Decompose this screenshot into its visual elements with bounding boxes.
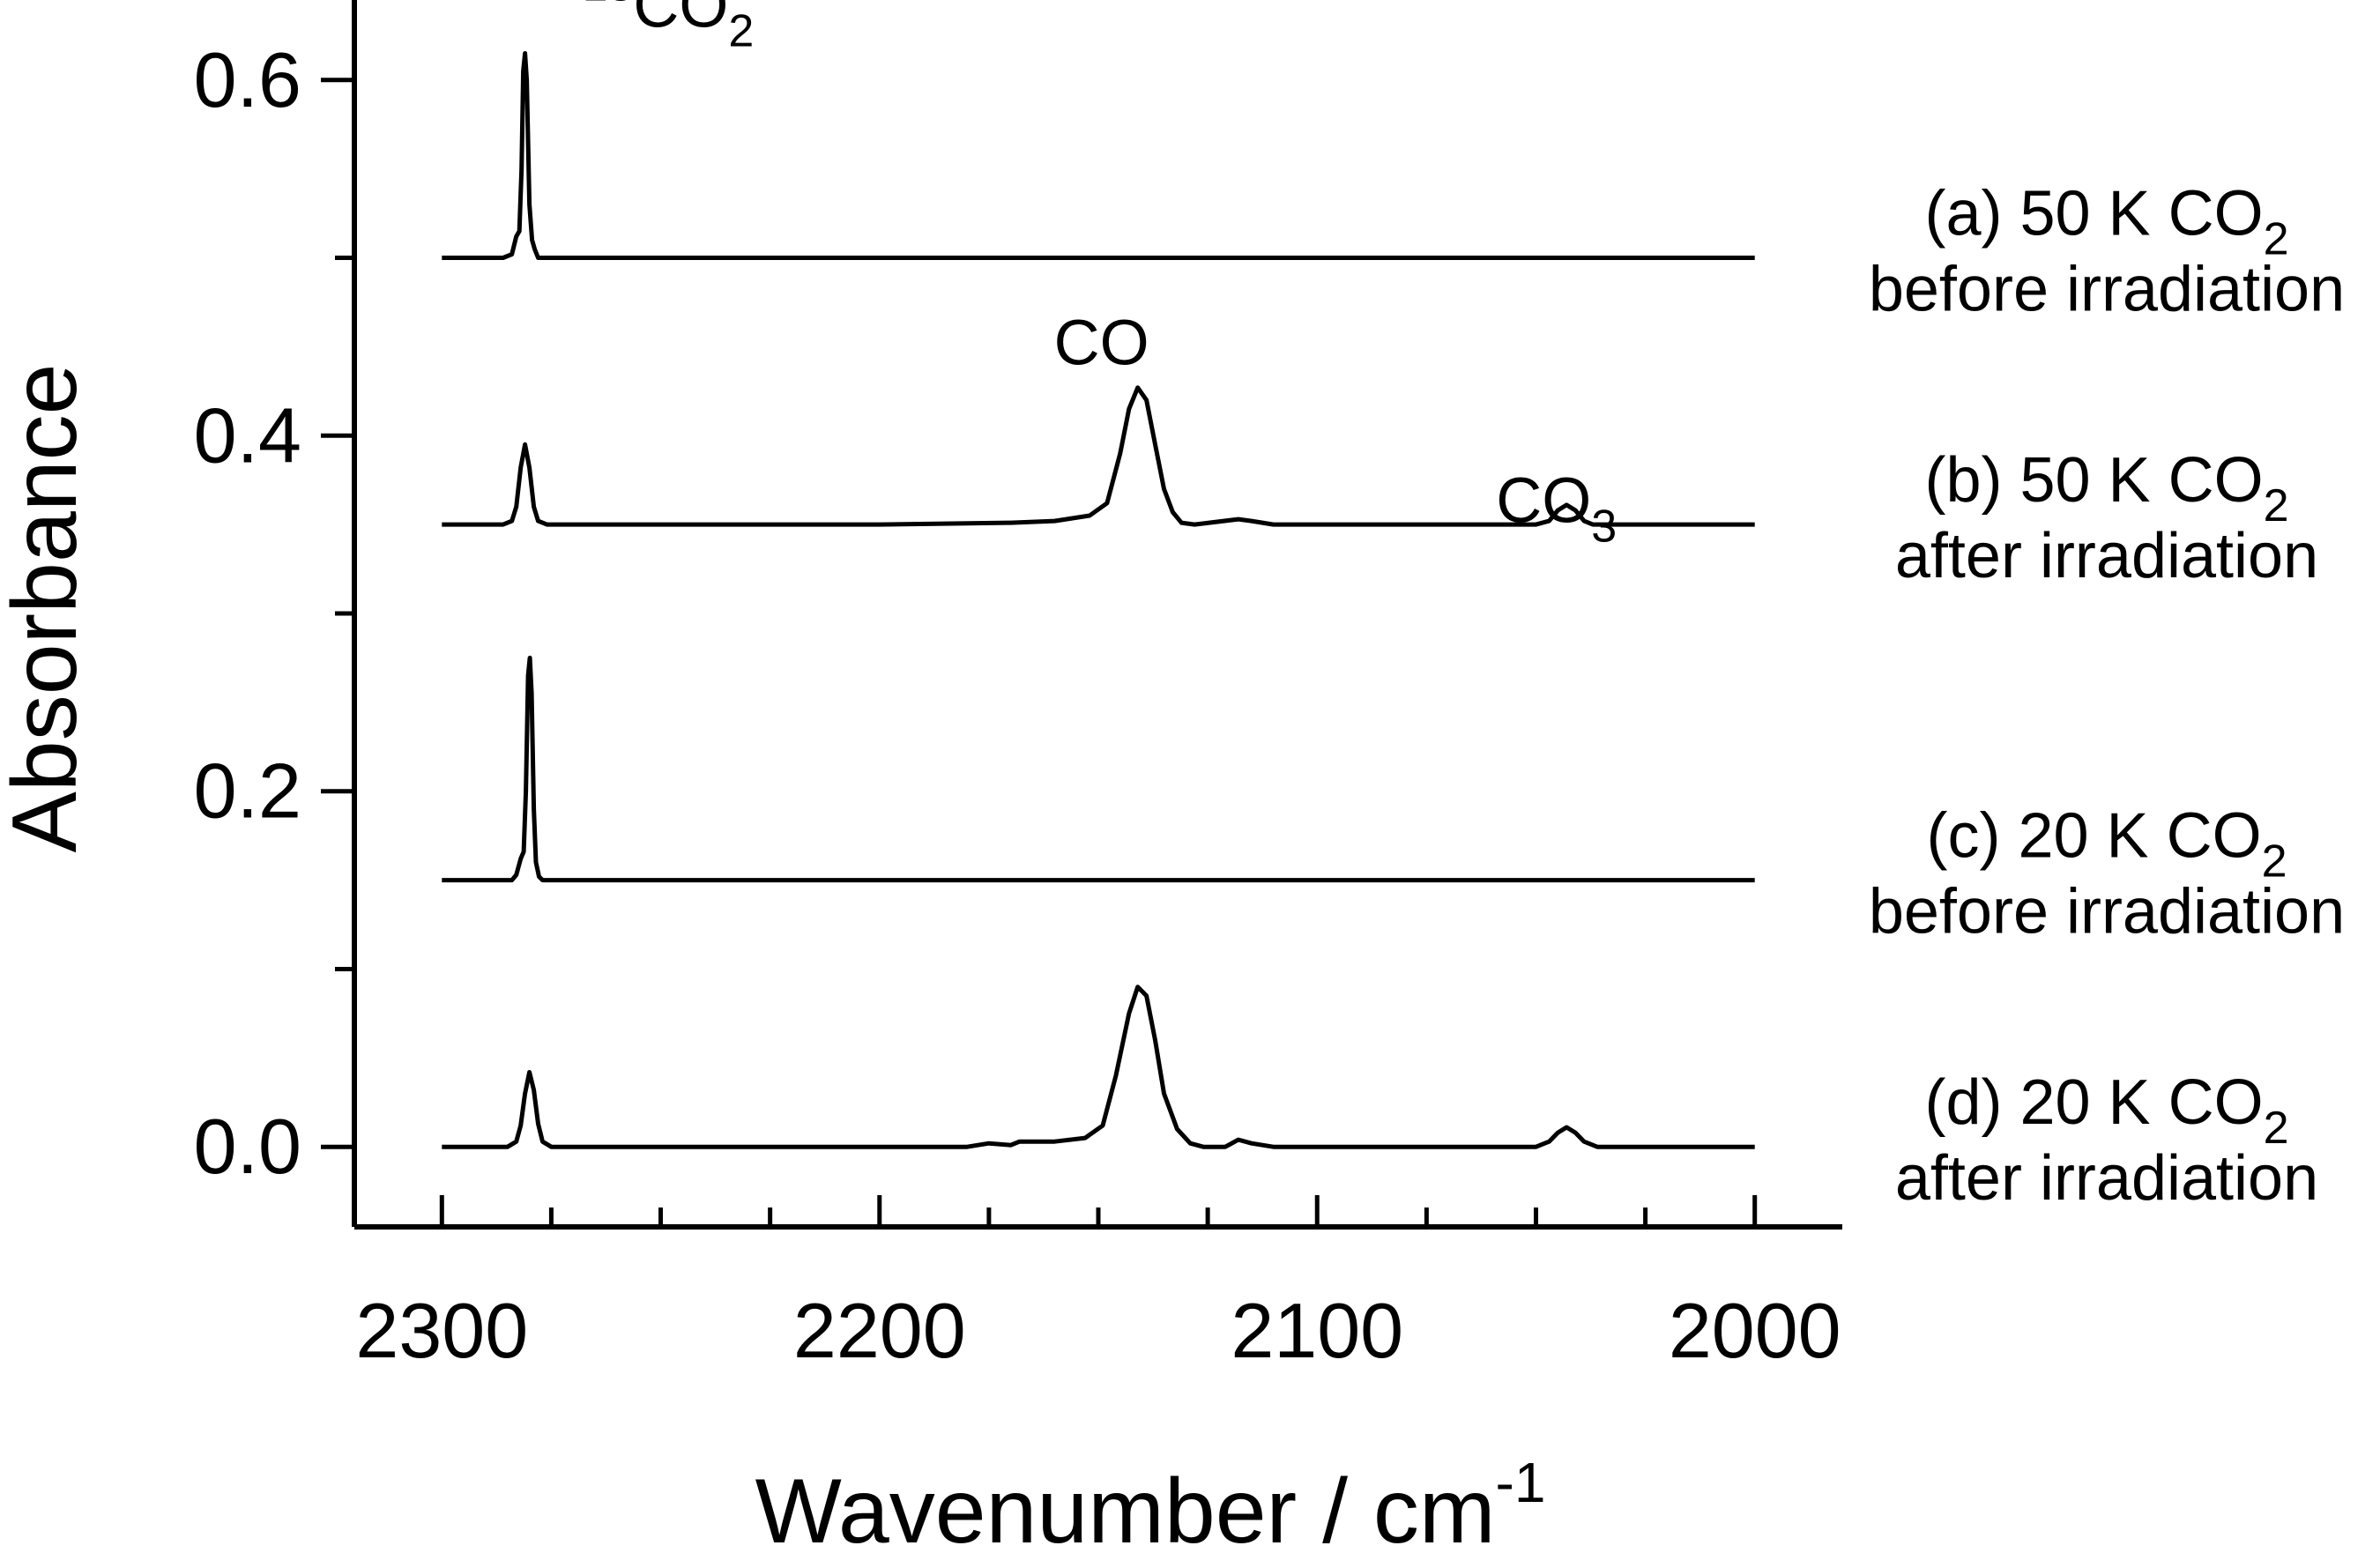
x-tick-label: 2300 (355, 1287, 528, 1374)
annotation-text: CO (1054, 308, 1149, 379)
series-label-b-line1: (b) 50 K CO2 (1924, 445, 2288, 531)
y-tick-label: 0.4 (194, 391, 301, 479)
series-label-text: (c) 20 K CO (1927, 801, 2262, 872)
x-axis-title: Wavenumber / cm-1 (755, 1451, 1546, 1553)
x-tick-label: 2100 (1231, 1287, 1403, 1374)
y-tick-label: 0.0 (194, 1103, 301, 1190)
y-tick-label: 0.2 (194, 747, 301, 835)
annotations: 13CO2COCO3 (583, 0, 1618, 552)
series-label-subscript: 2 (2264, 214, 2289, 265)
x-axis-title-text: Wavenumber / cm (755, 1460, 1496, 1553)
series-label-text: (d) 20 K CO (1924, 1067, 2263, 1138)
peak-annotation: CO (1054, 308, 1149, 379)
x-tick-label: 2200 (793, 1287, 966, 1374)
x-tick-label: 2000 (1669, 1287, 1841, 1374)
series-label-text: (b) 50 K CO (1924, 445, 2263, 516)
series-label-d-line1: (d) 20 K CO2 (1924, 1067, 2288, 1154)
series-label-d-line2: after irradiation (1895, 1143, 2318, 1214)
series-label-subscript: 2 (2264, 480, 2289, 531)
spectrum-line-a (442, 51, 1755, 260)
axes (352, 0, 1842, 1230)
annotation-subscript: 2 (728, 5, 754, 56)
series-label-b-line2: after irradiation (1895, 521, 2318, 591)
series-label-subscript: 2 (2264, 1103, 2289, 1154)
peak-annotation: 13CO2 (583, 0, 755, 56)
spectrum-line-d (442, 985, 1755, 1149)
spectrum-line-b (442, 385, 1755, 527)
annotation-text: CO (633, 0, 728, 41)
peak-annotation: CO3 (1496, 465, 1617, 552)
y-tick-label: 0.6 (194, 36, 301, 123)
series-label-c-line1: (c) 20 K CO2 (1927, 801, 2287, 888)
spectrum-line-c (442, 655, 1755, 883)
series-label-a-line1: (a) 50 K CO2 (1924, 179, 2288, 265)
series-label-subscript: 2 (2262, 836, 2287, 888)
annotation-superscript: 13 (583, 0, 634, 11)
y-ticks: 0.0 0.2 0.4 0.6 (194, 36, 354, 1190)
y-axis-title: Absorbance (0, 363, 96, 852)
annotation-text: CO (1496, 465, 1591, 536)
series-lines (442, 51, 1755, 1149)
annotation-subscript: 3 (1591, 501, 1617, 552)
series-label-a-line2: before irradiation (1869, 255, 2345, 325)
series-label-c-line2: before irradiation (1869, 877, 2345, 947)
x-ticks: 2300 2200 2100 2000 (355, 1195, 1841, 1374)
x-axis-title-exponent: -1 (1496, 1451, 1546, 1514)
series-label-text: (a) 50 K CO (1924, 179, 2263, 249)
